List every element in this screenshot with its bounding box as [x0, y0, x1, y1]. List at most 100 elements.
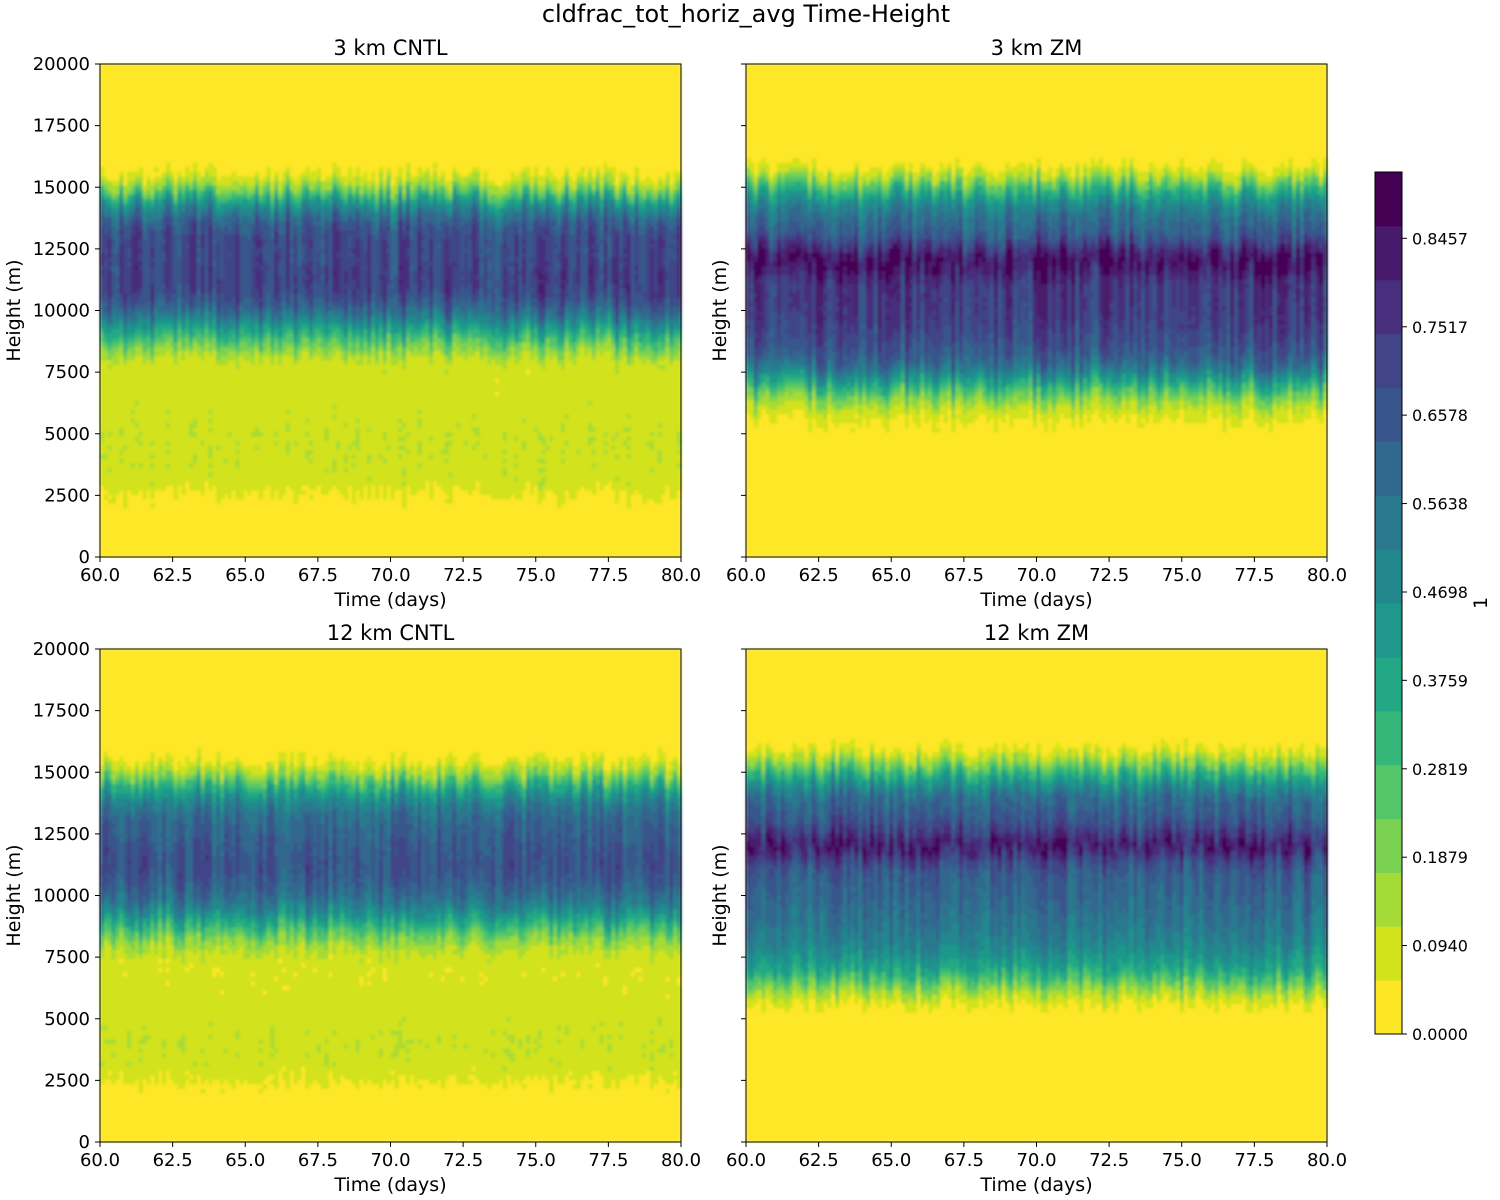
- colorbar-band: [1375, 226, 1402, 280]
- x-tick-label: 60.0: [80, 1150, 120, 1171]
- x-tick-label: 80.0: [661, 565, 701, 586]
- x-tick-label: 80.0: [1307, 1150, 1347, 1171]
- colorbar-band: [1375, 388, 1402, 442]
- colorbar-tick-label: 0.4698: [1412, 583, 1468, 602]
- colorbar-band: [1375, 603, 1402, 657]
- panel-title: 3 km CNTL: [333, 36, 448, 60]
- colorbar-band: [1375, 819, 1402, 873]
- colorbar-band: [1375, 765, 1402, 819]
- y-axis-label: Height (m): [709, 259, 731, 361]
- colorbar-band: [1375, 441, 1402, 495]
- cloud-field: [100, 64, 682, 557]
- y-tick-label: 2500: [44, 485, 90, 506]
- y-tick-label: 5000: [44, 424, 90, 445]
- x-tick-label: 70.0: [370, 565, 410, 586]
- colorbar-band: [1375, 657, 1402, 711]
- x-tick-label: 70.0: [1016, 1150, 1056, 1171]
- colorbar-tick-label: 0.8457: [1412, 229, 1468, 248]
- x-tick-label: 75.0: [1162, 1150, 1202, 1171]
- colorbar-band: [1375, 872, 1402, 926]
- x-tick-label: 80.0: [661, 1150, 701, 1171]
- x-tick-label: 77.5: [588, 565, 628, 586]
- x-tick-label: 65.0: [225, 565, 265, 586]
- colorbar: 0.0000 0.0940 0.1879 0.2819 0.3759 0.4698 0.56…: [1375, 172, 1492, 1044]
- y-tick-label: 15000: [33, 177, 90, 198]
- colorbar-label: 1: [1470, 597, 1492, 609]
- x-tick-label: 65.0: [225, 1150, 265, 1171]
- y-tick-label: 17500: [33, 116, 90, 137]
- colorbar-band: [1375, 280, 1402, 334]
- x-tick-label: 80.0: [1307, 565, 1347, 586]
- x-tick-label: 75.0: [1162, 565, 1202, 586]
- y-tick-label: 12500: [33, 824, 90, 845]
- x-tick-label: 60.0: [80, 565, 120, 586]
- x-tick-label: 70.0: [1016, 565, 1056, 586]
- x-tick-label: 72.5: [443, 1150, 483, 1171]
- y-tick-label: 7500: [44, 947, 90, 968]
- x-tick-label: 60.0: [726, 565, 766, 586]
- colorbar-tick-label: 0.2819: [1412, 760, 1468, 779]
- cloud-field: [746, 64, 1328, 557]
- x-axis-label: Time (days): [333, 1174, 446, 1196]
- colorbar-band: [1375, 334, 1402, 388]
- x-axis-label: Time (days): [979, 589, 1092, 611]
- x-tick-label: 77.5: [588, 1150, 628, 1171]
- x-axis-label: Time (days): [333, 589, 446, 611]
- y-axis-label: Height (m): [709, 844, 731, 946]
- y-tick-label: 10000: [33, 301, 90, 322]
- x-tick-label: 67.5: [944, 565, 984, 586]
- colorbar-band: [1375, 980, 1402, 1034]
- y-tick-label: 20000: [33, 54, 90, 75]
- y-tick-label: 20000: [33, 639, 90, 660]
- panel-4: 12 km ZM 60.0 62.5 65.0 67.5 70.0 72.5 75.0 77.5…: [709, 621, 1347, 1196]
- x-tick-label: 62.5: [799, 565, 839, 586]
- x-tick-label: 67.5: [298, 1150, 338, 1171]
- colorbar-tick-label: 0.6578: [1412, 406, 1468, 425]
- colorbar-band: [1375, 172, 1402, 226]
- y-tick-label: 17500: [33, 701, 90, 722]
- x-tick-label: 67.5: [298, 565, 338, 586]
- x-tick-label: 72.5: [1089, 1150, 1129, 1171]
- y-tick-label: 15000: [33, 762, 90, 783]
- panel-1: 3 km CNTL 60.0 62.5 65.0 67.5 70.0 72.5 75.0 77.…: [3, 36, 701, 611]
- colorbar-band: [1375, 711, 1402, 765]
- y-axis-label: Height (m): [3, 844, 25, 946]
- colorbar-band: [1375, 495, 1402, 549]
- y-tick-label: 12500: [33, 239, 90, 260]
- x-tick-label: 62.5: [153, 565, 193, 586]
- y-tick-label: 5000: [44, 1009, 90, 1030]
- colorbar-band: [1375, 926, 1402, 980]
- panel-title: 12 km ZM: [984, 621, 1089, 645]
- x-tick-label: 70.0: [370, 1150, 410, 1171]
- colorbar-tick-label: 0.5638: [1412, 495, 1468, 514]
- x-tick-label: 60.0: [726, 1150, 766, 1171]
- x-tick-label: 65.0: [871, 1150, 911, 1171]
- y-tick-label: 2500: [44, 1070, 90, 1091]
- panel-title: 3 km ZM: [991, 36, 1083, 60]
- colorbar-tick-label: 0.0000: [1412, 1025, 1468, 1044]
- x-tick-label: 72.5: [443, 565, 483, 586]
- colorbar-tick-label: 0.3759: [1412, 671, 1468, 690]
- x-tick-label: 75.0: [516, 565, 556, 586]
- y-tick-label: 7500: [44, 362, 90, 383]
- y-tick-label: 0: [79, 547, 90, 568]
- colorbar-tick-label: 0.1879: [1412, 848, 1468, 867]
- cloud-field: [100, 649, 682, 1142]
- y-tick-label: 10000: [33, 886, 90, 907]
- colorbar-tick-label: 0.0940: [1412, 937, 1468, 956]
- x-tick-label: 67.5: [944, 1150, 984, 1171]
- x-tick-label: 62.5: [799, 1150, 839, 1171]
- x-axis-label: Time (days): [979, 1174, 1092, 1196]
- cloud-field: [746, 649, 1328, 1142]
- colorbar-tick-label: 0.7517: [1412, 318, 1468, 337]
- figure-title: cldfrac_tot_horiz_avg Time-Height: [542, 0, 950, 28]
- x-tick-label: 77.5: [1234, 1150, 1274, 1171]
- x-tick-label: 62.5: [153, 1150, 193, 1171]
- x-tick-label: 75.0: [516, 1150, 556, 1171]
- x-tick-label: 72.5: [1089, 565, 1129, 586]
- y-axis-label: Height (m): [3, 259, 25, 361]
- x-tick-label: 65.0: [871, 565, 911, 586]
